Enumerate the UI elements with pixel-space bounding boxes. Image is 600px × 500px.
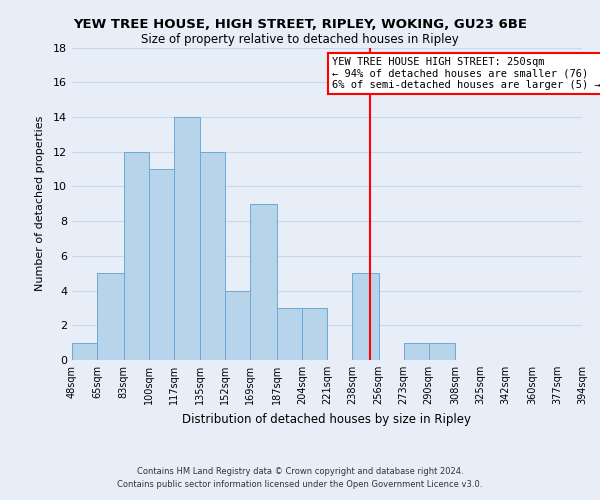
Bar xyxy=(97,273,124,360)
Bar xyxy=(72,342,97,360)
Bar xyxy=(225,290,250,360)
Bar xyxy=(404,342,429,360)
Text: Contains HM Land Registry data © Crown copyright and database right 2024.
Contai: Contains HM Land Registry data © Crown c… xyxy=(118,467,482,489)
Bar xyxy=(149,169,174,360)
Bar xyxy=(352,273,379,360)
Bar xyxy=(200,152,225,360)
Bar xyxy=(429,342,455,360)
Bar xyxy=(124,152,149,360)
Text: YEW TREE HOUSE HIGH STREET: 250sqm
← 94% of detached houses are smaller (76)
6% : YEW TREE HOUSE HIGH STREET: 250sqm ← 94%… xyxy=(332,57,600,90)
Text: YEW TREE HOUSE, HIGH STREET, RIPLEY, WOKING, GU23 6BE: YEW TREE HOUSE, HIGH STREET, RIPLEY, WOK… xyxy=(73,18,527,30)
Text: Size of property relative to detached houses in Ripley: Size of property relative to detached ho… xyxy=(141,32,459,46)
Bar xyxy=(250,204,277,360)
X-axis label: Distribution of detached houses by size in Ripley: Distribution of detached houses by size … xyxy=(182,412,472,426)
Bar xyxy=(302,308,327,360)
Bar xyxy=(174,117,200,360)
Bar xyxy=(277,308,302,360)
Y-axis label: Number of detached properties: Number of detached properties xyxy=(35,116,44,292)
